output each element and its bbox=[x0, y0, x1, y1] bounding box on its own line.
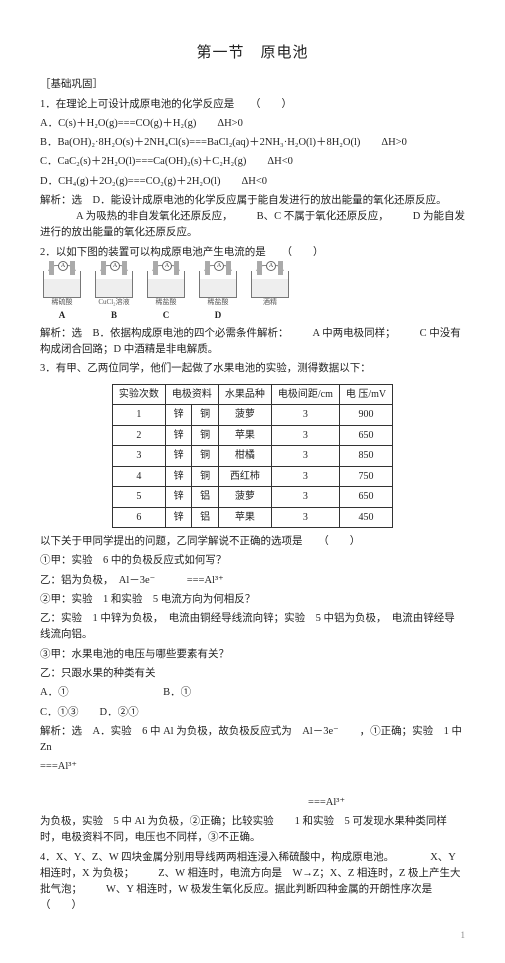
label-d: D bbox=[196, 309, 240, 323]
table-cell: 750 bbox=[339, 466, 392, 487]
q3-exp3: ===Al³⁺ bbox=[40, 779, 465, 812]
table-cell: 锌 bbox=[165, 487, 192, 508]
table-cell: 西红柿 bbox=[218, 466, 271, 487]
label-c: C bbox=[144, 309, 188, 323]
th-5: 电 压/mV bbox=[339, 384, 392, 405]
cap-e: 酒精 bbox=[263, 299, 277, 307]
table-cell: 锌 bbox=[165, 466, 192, 487]
cap-d: 稀盐酸 bbox=[208, 299, 229, 307]
table-cell: 6 bbox=[112, 507, 165, 528]
table-row: 2锌铜苹果3650 bbox=[112, 425, 392, 446]
table-cell: 3 bbox=[271, 507, 339, 528]
q1-C: C．CaC₂(s)＋2H₂O(l)===Ca(OH)₂(s)＋C₂H₂(g) Δ… bbox=[40, 154, 465, 170]
table-cell: 铜 bbox=[192, 425, 219, 446]
q3-after: 以下关于甲同学提出的问题，乙同学解说不正确的选项是 （ ） bbox=[40, 534, 465, 550]
q4-s3: W、Y 相连时，W 极发生氧化反应。据此判断四种金属的开朗性序次是 （ ） bbox=[40, 884, 453, 911]
table-cell: 650 bbox=[339, 425, 392, 446]
q3-p3b: 乙：只跟水果的种类有关 bbox=[40, 666, 465, 682]
table-cell: 3 bbox=[271, 487, 339, 508]
q2-diagrams: A稀硫酸 ACuCl₂溶液 A稀盐酸 A稀盐酸 A酒精 bbox=[40, 265, 465, 307]
section-heading: ［基础巩固］ bbox=[40, 77, 465, 93]
q1-exp1: 解析：选 D．能设计成原电池的化学反应属于能自发进行的放出能量的氧化还原反应。 bbox=[40, 195, 447, 206]
q3-p2a: ②甲：实验 1 和实验 5 电流方向为何相反？ bbox=[40, 592, 465, 608]
table-row: 5锌铝菠萝3650 bbox=[112, 487, 392, 508]
q3-p3a: ③甲：水果电池的电压与哪些要素有关？ bbox=[40, 647, 465, 663]
table-row: 1锌铜菠萝3900 bbox=[112, 405, 392, 426]
label-b: B bbox=[92, 309, 136, 323]
q4-stem: 4．X、Y、Z、W 四块金属分别用导线两两相连浸入稀硫酸中，构成原电池。X、Y … bbox=[40, 850, 465, 915]
q2-exp1: 解析：选 B．依据构成原电池的四个必需条件解析： bbox=[40, 328, 289, 339]
q1-stem: 1．在理论上可设计成原电池的化学反应是 （ ） bbox=[40, 97, 465, 113]
table-cell: 3 bbox=[112, 446, 165, 467]
table-cell: 3 bbox=[271, 425, 339, 446]
th-4: 电极间距/cm bbox=[271, 384, 339, 405]
table-cell: 850 bbox=[339, 446, 392, 467]
table-cell: 900 bbox=[339, 405, 392, 426]
diagram-labels: A B C D bbox=[40, 309, 465, 323]
q3-optC: C．①③ D．②① bbox=[40, 705, 465, 721]
q3-p2b: 乙：实验 1 中锌为负极， 电流由铜经导线流向锌；实验 5 中铝为负极， 电流由… bbox=[40, 611, 465, 644]
table-cell: 1 bbox=[112, 405, 165, 426]
table-cell: 4 bbox=[112, 466, 165, 487]
q3-exp1: 解析：选 A．实验 6 中 Al 为负极，故负极反应式为 Al－3e⁻ ，①正确… bbox=[40, 724, 465, 757]
label-a: A bbox=[40, 309, 84, 323]
table-cell: 锌 bbox=[165, 507, 192, 528]
q1-exp2: A 为吸热的非自发氧化还原反应， bbox=[76, 211, 233, 222]
table-cell: 苹果 bbox=[218, 425, 271, 446]
q2-exp2: A 中两电极同样； bbox=[313, 328, 396, 339]
th-0: 实验次数 bbox=[112, 384, 165, 405]
table-cell: 柑橘 bbox=[218, 446, 271, 467]
table-cell: 铝 bbox=[192, 487, 219, 508]
q2-stem: 2．以如下图的装置可以构成原电池产生电流的是 （ ） bbox=[40, 245, 465, 261]
q3-optA: A．① B．① bbox=[40, 685, 465, 701]
table-row: 6锌铝苹果3450 bbox=[112, 507, 392, 528]
q2-exp: 解析：选 B．依据构成原电池的四个必需条件解析：A 中两电极同样；C 中没有构成… bbox=[40, 326, 465, 359]
table-cell: 铜 bbox=[192, 466, 219, 487]
diagram-a: A稀硫酸 bbox=[40, 265, 84, 307]
th-1: 电极资料 bbox=[165, 384, 218, 405]
table-cell: 3 bbox=[271, 405, 339, 426]
q1-A: A．C(s)＋H₂O(g)===CO(g)＋H₂(g) ΔH>0 bbox=[40, 116, 465, 132]
table-row: 4锌铜西红柿3750 bbox=[112, 466, 392, 487]
table-cell: 锌 bbox=[165, 405, 192, 426]
table-cell: 铜 bbox=[192, 405, 219, 426]
cap-c: 稀盐酸 bbox=[156, 299, 177, 307]
q1-D: D．CH₄(g)＋2O₂(g)===CO₂(g)＋2H₂O(l) ΔH<0 bbox=[40, 174, 465, 190]
q4-s0: 4．X、Y、Z、W 四块金属分别用导线两两相连浸入稀硫酸中，构成原电池。 bbox=[40, 852, 394, 863]
q3-exp2: ===Al³⁺ bbox=[40, 759, 465, 775]
table-cell: 650 bbox=[339, 487, 392, 508]
q3-table: 实验次数 电极资料 水果品种 电极间距/cm 电 压/mV 1锌铜菠萝39002… bbox=[112, 384, 393, 529]
q1-exp: 解析：选 D．能设计成原电池的化学反应属于能自发进行的放出能量的氧化还原反应。 A… bbox=[40, 193, 465, 242]
table-row: 3锌铜柑橘3850 bbox=[112, 446, 392, 467]
cap-b: CuCl₂溶液 bbox=[98, 299, 129, 307]
diagram-c: A稀盐酸 bbox=[144, 265, 188, 307]
cap-a: 稀硫酸 bbox=[52, 299, 73, 307]
diagram-e: A酒精 bbox=[248, 265, 292, 307]
q1-B: B．Ba(OH)₂·8H₂O(s)＋2NH₄Cl(s)===BaCl₂(aq)＋… bbox=[40, 135, 465, 151]
q3-exp4: 为负极，实验 5 中 Al 为负极，②正确；比较实验 1 和实验 5 可发现水果… bbox=[40, 814, 465, 847]
q3-stem: 3．有甲、乙两位同学，他们一起做了水果电池的实验，测得数据以下： bbox=[40, 361, 465, 377]
table-cell: 2 bbox=[112, 425, 165, 446]
page-number: 1 bbox=[40, 929, 465, 943]
page-title: 第一节 原电池 bbox=[40, 42, 465, 65]
table-cell: 锌 bbox=[165, 425, 192, 446]
table-cell: 450 bbox=[339, 507, 392, 528]
table-cell: 3 bbox=[271, 466, 339, 487]
table-cell: 苹果 bbox=[218, 507, 271, 528]
table-cell: 菠萝 bbox=[218, 487, 271, 508]
q3-p1a: ①甲：实验 6 中的负极反应式如何写？ bbox=[40, 553, 465, 569]
table-cell: 锌 bbox=[165, 446, 192, 467]
table-cell: 铝 bbox=[192, 507, 219, 528]
q3-p1b: 乙：铝为负极， Al－3e⁻ ===Al³⁺ bbox=[40, 573, 465, 589]
table-cell: 铜 bbox=[192, 446, 219, 467]
table-cell: 菠萝 bbox=[218, 405, 271, 426]
table-cell: 3 bbox=[271, 446, 339, 467]
diagram-d: A稀盐酸 bbox=[196, 265, 240, 307]
th-3: 水果品种 bbox=[218, 384, 271, 405]
diagram-b: ACuCl₂溶液 bbox=[92, 265, 136, 307]
q1-exp3: B、C 不属于氧化还原反应， bbox=[257, 211, 389, 222]
table-cell: 5 bbox=[112, 487, 165, 508]
